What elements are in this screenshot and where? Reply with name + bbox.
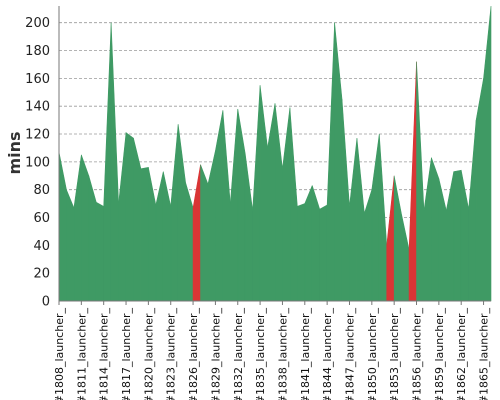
build-segment [170, 124, 179, 302]
build-segment [81, 154, 90, 302]
build-segment [110, 22, 119, 302]
build-segment [222, 110, 231, 302]
x-tick-label: #1811_launcher_ [75, 308, 88, 400]
x-tick-label: #1838_launcher_ [276, 308, 289, 400]
x-tick-label: #1814_launcher_ [98, 308, 111, 400]
build-segment [230, 108, 239, 302]
build-segment [311, 185, 320, 302]
build-segment [259, 85, 268, 302]
x-tick-label: #1865_launcher_ [478, 308, 491, 400]
build-segment [215, 110, 224, 302]
x-tick-labels: #1808_launcher_ #1811_launcher_ #1814_laun… [53, 301, 491, 400]
x-tick-label: #1829_launcher_ [209, 308, 222, 400]
duration-area [58, 5, 492, 302]
x-tick-label: #1808_launcher_ [53, 308, 66, 400]
x-tick-label: #1841_launcher_ [299, 308, 312, 400]
x-tick-label: #1826_launcher_ [187, 308, 200, 400]
build-segment [267, 103, 276, 302]
failed-build-segment [408, 61, 417, 302]
build-segment [371, 133, 380, 302]
build-segment [393, 175, 402, 302]
build-segment [162, 171, 172, 302]
x-tick-label: #1850_launcher_ [366, 308, 379, 400]
x-tick-label: #1847_launcher_ [343, 308, 356, 400]
build-segment [468, 120, 477, 302]
y-tick-labels: 0 20 40 60 80 100 120 140 160 180 200 [25, 16, 50, 309]
y-tick-label: 80 [33, 183, 50, 198]
y-tick-label: 40 [33, 239, 50, 254]
build-segment [207, 150, 216, 302]
y-axis-label: mins [5, 131, 24, 174]
x-tick-label: #1832_launcher_ [232, 308, 245, 400]
build-segment [349, 138, 358, 302]
build-segment [460, 170, 469, 302]
build-segment [66, 189, 75, 302]
build-segment [319, 204, 328, 302]
build-segment [416, 61, 425, 302]
build-segment [155, 171, 164, 302]
build-segment [185, 182, 194, 302]
build-segment [446, 171, 455, 302]
build-segment [341, 99, 350, 302]
build-segment [237, 108, 246, 302]
build-segment [304, 185, 313, 302]
build-segment [118, 132, 127, 302]
y-tick-label: 180 [25, 44, 50, 59]
x-tick-label: #1844_launcher_ [321, 308, 334, 400]
x-tick-label: #1859_launcher_ [433, 308, 446, 400]
y-tick-label: 140 [25, 100, 50, 115]
y-tick-label: 200 [25, 16, 50, 31]
build-segment [289, 107, 298, 302]
axes [58, 6, 491, 302]
build-segment [177, 124, 186, 302]
x-tick-label: #1835_launcher_ [254, 308, 267, 400]
build-segment [356, 138, 365, 302]
build-segment [326, 22, 335, 302]
build-segment [58, 152, 67, 302]
build-segment [95, 201, 104, 302]
build-segment [334, 22, 343, 302]
build-segment [431, 157, 440, 302]
build-segment [148, 167, 157, 302]
build-segment [252, 85, 261, 302]
build-segment [475, 78, 484, 302]
x-tick-label: #1820_launcher_ [142, 308, 155, 400]
x-tick-label: #1823_launcher_ [165, 308, 178, 400]
build-segment [282, 107, 291, 302]
y-tick-label: 120 [25, 128, 50, 143]
x-tick-label: #1862_launcher_ [455, 308, 468, 400]
build-segment [423, 157, 432, 302]
build-segment [244, 153, 253, 302]
build-segment [364, 189, 373, 302]
build-segment [401, 214, 410, 302]
build-segment [125, 132, 134, 302]
x-tick-label: #1853_launcher_ [388, 308, 401, 400]
build-segment [133, 138, 142, 302]
build-segment [73, 154, 82, 302]
y-tick-label: 20 [33, 267, 50, 282]
y-tick-label: 0 [42, 295, 50, 310]
x-tick-label: #1817_launcher_ [120, 308, 133, 400]
y-tick-label: 60 [33, 211, 50, 226]
build-segment [140, 167, 149, 302]
failed-build-segment [386, 175, 395, 302]
build-segment [274, 103, 283, 302]
y-tick-label: 160 [25, 72, 50, 87]
y-tick-label: 100 [25, 155, 50, 170]
build-segment [438, 178, 447, 302]
build-segment [200, 164, 209, 302]
build-segment [453, 169, 462, 302]
build-segment [297, 203, 306, 302]
x-tick-label: #1856_launcher_ [411, 308, 424, 400]
failed-build-segment [192, 164, 201, 302]
build-segment [88, 175, 97, 302]
